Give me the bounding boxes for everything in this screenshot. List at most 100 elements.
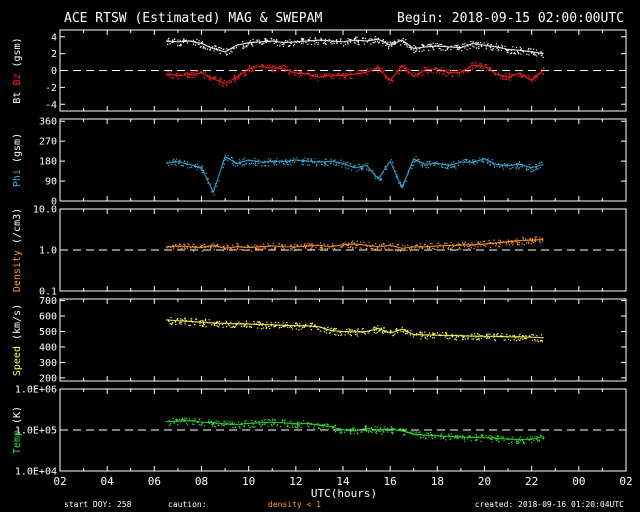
data-point	[433, 333, 435, 336]
data-point	[317, 328, 320, 330]
data-point	[515, 167, 517, 169]
data-point	[242, 158, 244, 160]
y-axis-label-part: Temp	[12, 430, 23, 454]
data-point	[374, 248, 376, 250]
data-point	[203, 76, 205, 78]
data-point	[298, 421, 300, 423]
data-point	[346, 328, 348, 330]
data-point	[530, 170, 532, 173]
data-point	[409, 68, 411, 71]
data-point	[347, 247, 349, 249]
data-point	[519, 72, 522, 74]
data-point	[526, 53, 528, 55]
data-point	[307, 158, 309, 160]
data-point	[513, 335, 515, 337]
data-point	[475, 434, 477, 436]
data-point	[501, 336, 503, 338]
data-point	[442, 166, 444, 168]
y-axis-label-part: (K)	[12, 406, 23, 430]
data-point	[340, 159, 342, 161]
data-point	[195, 70, 197, 72]
data-point	[439, 335, 441, 337]
data-point	[329, 332, 331, 334]
x-tick-label: 06	[148, 475, 161, 488]
data-point	[229, 325, 231, 327]
data-point	[454, 166, 456, 168]
data-point	[322, 76, 324, 78]
data-point	[312, 162, 314, 164]
data-point	[173, 77, 175, 79]
y-tick-label: 4	[51, 32, 57, 43]
data-point	[168, 37, 170, 39]
data-point	[531, 51, 533, 53]
data-point	[280, 160, 282, 163]
data-point	[362, 39, 364, 42]
data-point	[279, 327, 281, 329]
data-point	[512, 166, 514, 168]
data-point	[382, 243, 384, 245]
data-point	[324, 331, 326, 333]
data-point	[251, 422, 253, 424]
data-point	[258, 159, 260, 161]
data-point	[455, 434, 457, 436]
data-point	[466, 49, 468, 51]
data-point	[517, 244, 519, 246]
data-point	[258, 249, 260, 251]
data-point	[517, 163, 520, 165]
data-point	[497, 332, 499, 335]
data-point	[326, 423, 328, 425]
data-point	[192, 39, 194, 41]
data-point	[245, 162, 247, 164]
data-point	[370, 245, 372, 247]
data-point	[530, 438, 532, 440]
data-point	[410, 246, 413, 248]
data-point	[446, 48, 448, 50]
data-point	[447, 247, 449, 249]
data-point	[383, 330, 385, 332]
data-point	[526, 437, 529, 439]
data-point	[382, 42, 384, 44]
data-point	[409, 248, 411, 250]
data-point	[209, 79, 211, 81]
data-point	[186, 72, 188, 74]
data-point	[392, 249, 394, 251]
data-point	[429, 45, 431, 48]
data-point	[208, 422, 210, 424]
data-point	[502, 437, 504, 439]
data-point	[463, 244, 465, 246]
data-point	[403, 67, 405, 70]
data-point	[528, 439, 530, 441]
data-point	[278, 66, 280, 68]
data-point	[384, 249, 386, 251]
data-point	[213, 324, 215, 326]
data-point	[420, 69, 422, 71]
data-point	[365, 425, 367, 427]
data-point	[380, 250, 382, 252]
data-point	[224, 159, 226, 161]
data-point	[416, 431, 418, 433]
data-point	[298, 76, 301, 78]
data-point	[483, 240, 485, 242]
data-point	[521, 440, 523, 442]
y-axis-label-part: (/cm3)	[12, 208, 23, 250]
data-point	[440, 49, 442, 51]
data-point	[202, 244, 204, 246]
x-tick-label: 02	[53, 475, 66, 488]
data-point	[527, 169, 530, 171]
data-point	[373, 42, 375, 44]
data-point	[269, 159, 271, 162]
data-point	[218, 425, 220, 427]
density-caution-note: density < 1	[268, 500, 321, 509]
data-point	[279, 160, 281, 162]
data-point	[464, 241, 466, 243]
data-point	[369, 169, 371, 171]
created-time: created: 2018-09-16 01:20:04UTC	[475, 500, 624, 509]
data-point	[434, 67, 436, 69]
data-point	[461, 50, 463, 52]
data-point	[529, 48, 532, 50]
data-point	[398, 39, 400, 41]
x-tick-label: 12	[289, 475, 302, 488]
data-point	[531, 238, 534, 240]
data-point	[286, 425, 288, 427]
data-point	[364, 333, 366, 335]
